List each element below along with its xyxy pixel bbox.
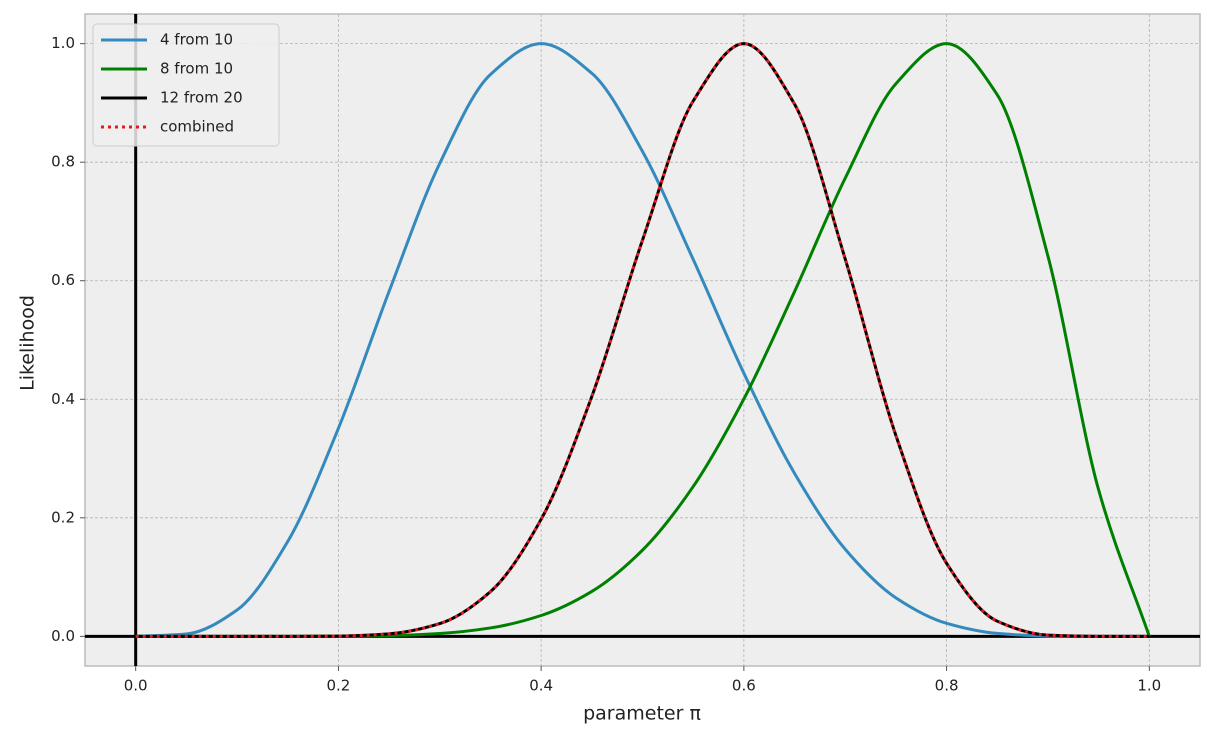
lines [135,42,1151,638]
legend-label: 8 from 10 [160,60,233,78]
y-tick-label: 1.0 [51,34,75,52]
legend: 4 from 10 8 from 10 12 from 20 combined [92,23,280,147]
legend-label: combined [160,118,234,136]
y-tick-label: 0.8 [51,153,75,171]
legend-box [92,23,280,147]
legend-label: 4 from 10 [160,31,233,49]
y-tick-label: 0.4 [51,390,75,408]
y-tick-label: 0.2 [51,508,75,526]
y-tick-label: 0.6 [51,271,75,289]
y-axis-label: Likelihood [17,295,39,391]
x-tick-label: 0.4 [529,677,553,695]
series-line [135,42,1150,638]
x-tick-label: 1.0 [1137,677,1161,695]
x-tick-label: 0.2 [326,677,350,695]
x-tick-label: 0.8 [935,677,959,695]
legend-label: 12 from 20 [160,89,243,107]
y-tick-label: 0.0 [51,627,75,645]
x-tick-label: 0.0 [124,677,148,695]
series-line [135,42,1150,638]
x-tick-label: 0.6 [732,677,756,695]
x-axis-label: parameter π [583,703,701,725]
